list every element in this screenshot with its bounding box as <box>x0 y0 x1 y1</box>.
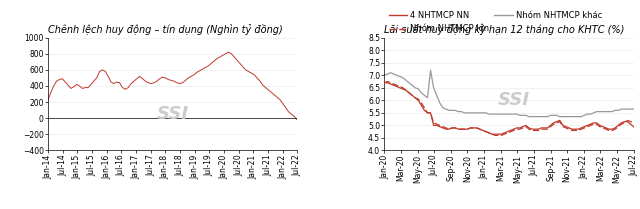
Legend: 4 NHTMCP NN, Nhóm NHTMCP lớn, Nhóm NHTMCP khác: 4 NHTMCP NN, Nhóm NHTMCP lớn, Nhóm NHTMC… <box>388 11 602 33</box>
Text: SSI: SSI <box>157 105 189 123</box>
Text: Chênh lệch huy động – tín dụng (Nghìn tỷ đồng): Chênh lệch huy động – tín dụng (Nghìn tỷ… <box>48 24 283 36</box>
Text: SSI: SSI <box>498 91 530 109</box>
Text: Lãi suất huy động kỳ hạn 12 tháng cho KHTC (%): Lãi suất huy động kỳ hạn 12 tháng cho KH… <box>385 24 625 36</box>
